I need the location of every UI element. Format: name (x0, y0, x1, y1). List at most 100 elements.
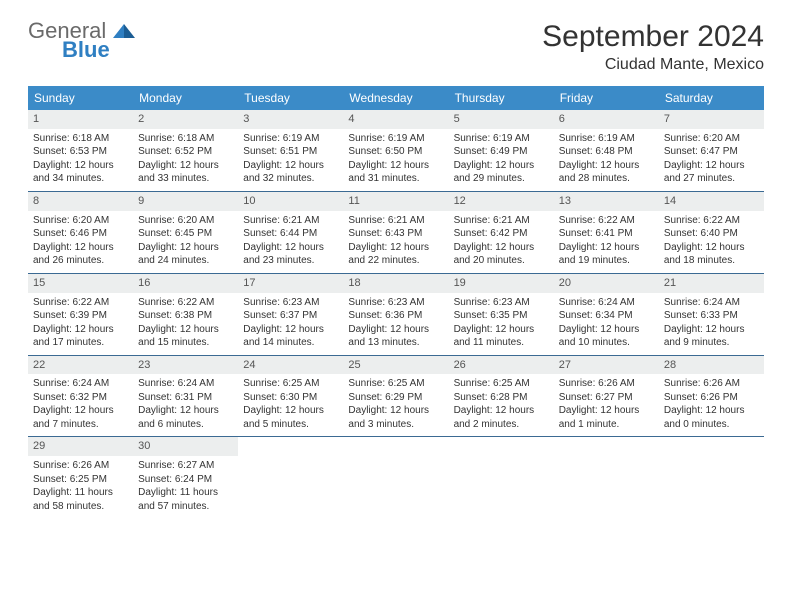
logo-triangle-icon (113, 25, 135, 42)
day-number: 5 (449, 110, 554, 129)
weekday-header: Tuesday (238, 86, 343, 110)
daylight-text: Daylight: 12 hours and 22 minutes. (348, 241, 443, 268)
day-body: Sunrise: 6:20 AMSunset: 6:45 PMDaylight:… (133, 211, 238, 273)
logo: General Blue (28, 20, 135, 61)
sunset-text: Sunset: 6:33 PM (664, 309, 759, 323)
daylight-text: Daylight: 12 hours and 2 minutes. (454, 404, 549, 431)
week-row: 8Sunrise: 6:20 AMSunset: 6:46 PMDaylight… (28, 192, 764, 274)
day-cell (554, 437, 659, 518)
sunrise-text: Sunrise: 6:20 AM (138, 214, 233, 228)
day-cell: 13Sunrise: 6:22 AMSunset: 6:41 PMDayligh… (554, 192, 659, 273)
daylight-text: Daylight: 12 hours and 15 minutes. (138, 323, 233, 350)
daylight-text: Daylight: 12 hours and 32 minutes. (243, 159, 338, 186)
sunset-text: Sunset: 6:26 PM (664, 391, 759, 405)
sunrise-text: Sunrise: 6:19 AM (348, 132, 443, 146)
sunset-text: Sunset: 6:30 PM (243, 391, 338, 405)
day-body: Sunrise: 6:24 AMSunset: 6:34 PMDaylight:… (554, 293, 659, 355)
day-number: 29 (28, 437, 133, 456)
day-cell: 6Sunrise: 6:19 AMSunset: 6:48 PMDaylight… (554, 110, 659, 191)
day-body: Sunrise: 6:19 AMSunset: 6:48 PMDaylight:… (554, 129, 659, 191)
day-number: 21 (659, 274, 764, 293)
sunrise-text: Sunrise: 6:21 AM (454, 214, 549, 228)
week-row: 29Sunrise: 6:26 AMSunset: 6:25 PMDayligh… (28, 437, 764, 518)
daylight-text: Daylight: 12 hours and 13 minutes. (348, 323, 443, 350)
sunset-text: Sunset: 6:44 PM (243, 227, 338, 241)
day-number: 3 (238, 110, 343, 129)
sunrise-text: Sunrise: 6:22 AM (664, 214, 759, 228)
sunset-text: Sunset: 6:35 PM (454, 309, 549, 323)
week-row: 1Sunrise: 6:18 AMSunset: 6:53 PMDaylight… (28, 110, 764, 192)
sunrise-text: Sunrise: 6:25 AM (243, 377, 338, 391)
day-cell: 8Sunrise: 6:20 AMSunset: 6:46 PMDaylight… (28, 192, 133, 273)
day-cell: 17Sunrise: 6:23 AMSunset: 6:37 PMDayligh… (238, 274, 343, 355)
week-row: 15Sunrise: 6:22 AMSunset: 6:39 PMDayligh… (28, 274, 764, 356)
sunset-text: Sunset: 6:38 PM (138, 309, 233, 323)
sunrise-text: Sunrise: 6:24 AM (559, 296, 654, 310)
day-body: Sunrise: 6:20 AMSunset: 6:46 PMDaylight:… (28, 211, 133, 273)
day-cell: 1Sunrise: 6:18 AMSunset: 6:53 PMDaylight… (28, 110, 133, 191)
day-cell: 5Sunrise: 6:19 AMSunset: 6:49 PMDaylight… (449, 110, 554, 191)
day-cell (343, 437, 448, 518)
sunset-text: Sunset: 6:36 PM (348, 309, 443, 323)
day-cell: 27Sunrise: 6:26 AMSunset: 6:27 PMDayligh… (554, 356, 659, 437)
daylight-text: Daylight: 12 hours and 28 minutes. (559, 159, 654, 186)
day-number: 17 (238, 274, 343, 293)
sunrise-text: Sunrise: 6:21 AM (243, 214, 338, 228)
daylight-text: Daylight: 12 hours and 33 minutes. (138, 159, 233, 186)
sunset-text: Sunset: 6:41 PM (559, 227, 654, 241)
daylight-text: Daylight: 12 hours and 1 minute. (559, 404, 654, 431)
sunset-text: Sunset: 6:29 PM (348, 391, 443, 405)
sunset-text: Sunset: 6:28 PM (454, 391, 549, 405)
sunset-text: Sunset: 6:40 PM (664, 227, 759, 241)
daylight-text: Daylight: 12 hours and 20 minutes. (454, 241, 549, 268)
sunset-text: Sunset: 6:27 PM (559, 391, 654, 405)
day-body: Sunrise: 6:24 AMSunset: 6:31 PMDaylight:… (133, 374, 238, 436)
day-cell (238, 437, 343, 518)
day-number: 8 (28, 192, 133, 211)
sunrise-text: Sunrise: 6:19 AM (559, 132, 654, 146)
day-body: Sunrise: 6:26 AMSunset: 6:27 PMDaylight:… (554, 374, 659, 436)
weekday-header: Sunday (28, 86, 133, 110)
daylight-text: Daylight: 12 hours and 11 minutes. (454, 323, 549, 350)
sunrise-text: Sunrise: 6:26 AM (664, 377, 759, 391)
day-cell (659, 437, 764, 518)
day-body: Sunrise: 6:21 AMSunset: 6:43 PMDaylight:… (343, 211, 448, 273)
day-cell: 30Sunrise: 6:27 AMSunset: 6:24 PMDayligh… (133, 437, 238, 518)
weekday-header: Thursday (449, 86, 554, 110)
day-cell: 16Sunrise: 6:22 AMSunset: 6:38 PMDayligh… (133, 274, 238, 355)
sunset-text: Sunset: 6:24 PM (138, 473, 233, 487)
day-number: 10 (238, 192, 343, 211)
week-row: 22Sunrise: 6:24 AMSunset: 6:32 PMDayligh… (28, 356, 764, 438)
day-number: 15 (28, 274, 133, 293)
daylight-text: Daylight: 12 hours and 10 minutes. (559, 323, 654, 350)
day-body: Sunrise: 6:21 AMSunset: 6:44 PMDaylight:… (238, 211, 343, 273)
day-cell: 26Sunrise: 6:25 AMSunset: 6:28 PMDayligh… (449, 356, 554, 437)
weekday-header: Wednesday (343, 86, 448, 110)
sunrise-text: Sunrise: 6:18 AM (33, 132, 128, 146)
day-body: Sunrise: 6:20 AMSunset: 6:47 PMDaylight:… (659, 129, 764, 191)
daylight-text: Daylight: 12 hours and 0 minutes. (664, 404, 759, 431)
sunrise-text: Sunrise: 6:20 AM (33, 214, 128, 228)
day-body: Sunrise: 6:22 AMSunset: 6:38 PMDaylight:… (133, 293, 238, 355)
sunset-text: Sunset: 6:51 PM (243, 145, 338, 159)
day-number: 7 (659, 110, 764, 129)
sunrise-text: Sunrise: 6:23 AM (454, 296, 549, 310)
day-number: 2 (133, 110, 238, 129)
weekday-header-row: Sunday Monday Tuesday Wednesday Thursday… (28, 86, 764, 110)
sunset-text: Sunset: 6:32 PM (33, 391, 128, 405)
sunset-text: Sunset: 6:53 PM (33, 145, 128, 159)
sunrise-text: Sunrise: 6:26 AM (559, 377, 654, 391)
title-block: September 2024 Ciudad Mante, Mexico (542, 20, 764, 74)
day-body: Sunrise: 6:21 AMSunset: 6:42 PMDaylight:… (449, 211, 554, 273)
daylight-text: Daylight: 12 hours and 5 minutes. (243, 404, 338, 431)
sunset-text: Sunset: 6:45 PM (138, 227, 233, 241)
sunrise-text: Sunrise: 6:22 AM (138, 296, 233, 310)
day-body: Sunrise: 6:25 AMSunset: 6:30 PMDaylight:… (238, 374, 343, 436)
day-number: 11 (343, 192, 448, 211)
day-number: 19 (449, 274, 554, 293)
day-body: Sunrise: 6:18 AMSunset: 6:53 PMDaylight:… (28, 129, 133, 191)
daylight-text: Daylight: 12 hours and 6 minutes. (138, 404, 233, 431)
day-number: 23 (133, 356, 238, 375)
day-body: Sunrise: 6:19 AMSunset: 6:51 PMDaylight:… (238, 129, 343, 191)
day-cell: 9Sunrise: 6:20 AMSunset: 6:45 PMDaylight… (133, 192, 238, 273)
